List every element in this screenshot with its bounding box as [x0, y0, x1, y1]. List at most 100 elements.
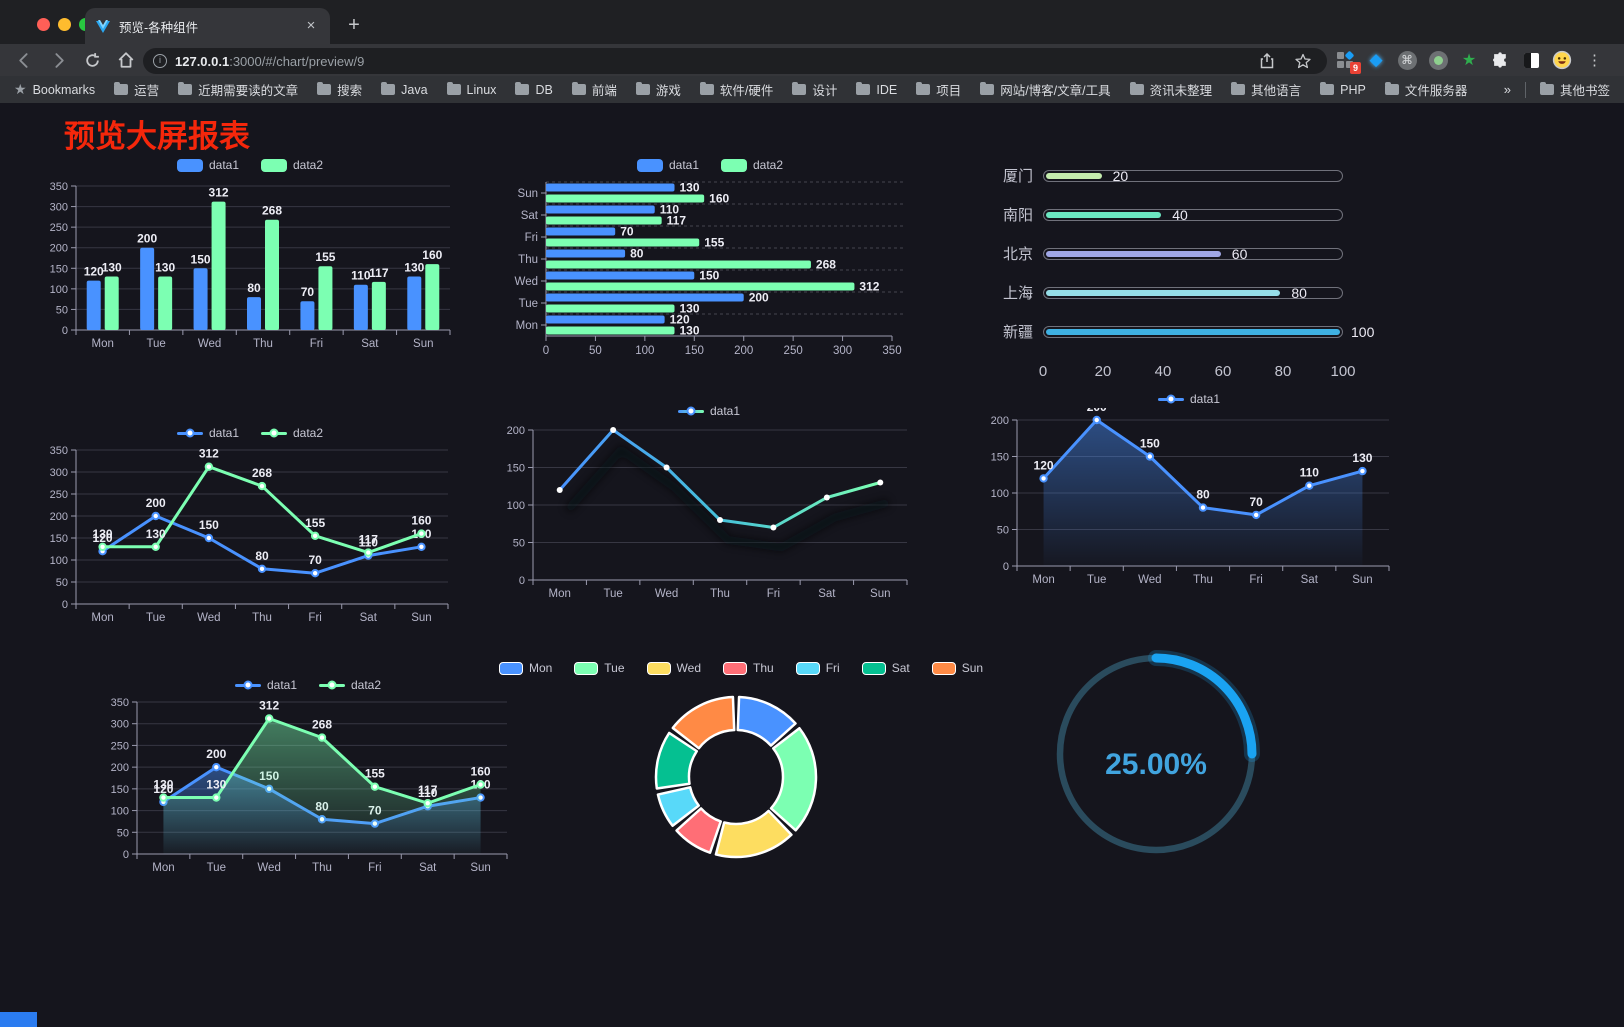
bookmarks-manager[interactable]: ★ Bookmarks	[14, 81, 96, 97]
legend-item[interactable]: data2	[261, 426, 323, 440]
bookmark-folder[interactable]: 游戏	[635, 80, 681, 99]
legend-item[interactable]: Thu	[723, 661, 774, 675]
bookmark-folder[interactable]: 项目	[916, 80, 961, 99]
svg-text:Mon: Mon	[1032, 574, 1054, 586]
svg-text:268: 268	[312, 718, 332, 732]
close-window-button[interactable]	[37, 18, 50, 31]
extension-sidepanel-icon[interactable]	[1521, 50, 1541, 70]
tab-close-icon[interactable]: ×	[306, 17, 316, 34]
legend-item[interactable]: data1	[636, 158, 699, 172]
svg-text:150: 150	[111, 784, 129, 796]
bookmark-folder[interactable]: 其他语言	[1231, 80, 1301, 99]
extension-record-icon[interactable]	[1428, 50, 1448, 70]
svg-text:155: 155	[305, 516, 325, 530]
donut-slice-Sat[interactable]	[654, 731, 698, 790]
svg-text:Sat: Sat	[1301, 574, 1319, 586]
svg-text:155: 155	[365, 767, 385, 781]
bookmark-folder[interactable]: 搜索	[317, 80, 362, 99]
legend-item[interactable]: data1	[176, 426, 239, 440]
progress-row: 上海 80	[985, 273, 1410, 312]
bookmark-folder[interactable]: 文件服务器	[1384, 80, 1467, 99]
folder-icon	[446, 82, 461, 95]
reload-icon[interactable]	[82, 50, 102, 70]
tab-bar: 预览-各种组件 × +	[0, 0, 1624, 44]
bookmark-folder[interactable]: 运营	[114, 80, 159, 99]
svg-text:300: 300	[833, 345, 852, 357]
legend-item[interactable]: data1	[176, 158, 239, 172]
svg-text:100: 100	[50, 555, 68, 567]
svg-text:155: 155	[315, 250, 335, 264]
svg-text:Mon: Mon	[91, 612, 113, 624]
chart-legend: data1 data2	[40, 424, 460, 442]
bookmark-folder[interactable]: 前端	[571, 80, 617, 99]
legend-marker	[1157, 394, 1184, 404]
bookmark-folder[interactable]: 设计	[792, 80, 837, 99]
legend-item[interactable]: Wed	[646, 661, 701, 675]
profile-avatar[interactable]	[1552, 50, 1572, 70]
chart-line-gradient: data1 0 50 100 150 200 Mon Tue Wed Thu Fri Sat Sun	[493, 396, 925, 614]
new-tab-button[interactable]: +	[348, 14, 360, 36]
svg-text:150: 150	[699, 269, 719, 283]
svg-text:350: 350	[50, 181, 68, 193]
legend-item[interactable]: data1	[234, 678, 297, 692]
bookmark-star-icon[interactable]	[1293, 51, 1313, 71]
svg-text:80: 80	[630, 247, 644, 261]
svg-text:Tue: Tue	[603, 588, 622, 600]
svg-text:80: 80	[247, 281, 261, 295]
svg-text:Thu: Thu	[1193, 574, 1213, 586]
extension-diamond-icon[interactable]: ◆	[1369, 50, 1383, 69]
browser-menu-icon[interactable]: ⋮	[1587, 52, 1602, 69]
svg-text:200: 200	[50, 511, 68, 523]
chart-canvas: 0 50 100 150 200 Mon Tue Wed Thu Fri Sat Sun	[507, 425, 908, 600]
browser-tab[interactable]: 预览-各种组件 ×	[85, 8, 330, 44]
other-bookmarks-folder[interactable]: 其他书签	[1539, 80, 1610, 99]
extensions-puzzle-icon[interactable]	[1490, 50, 1510, 70]
folder-icon	[699, 82, 714, 95]
bookmark-folder[interactable]: DB	[515, 80, 553, 99]
legend-item[interactable]: data1	[1157, 392, 1220, 406]
minimize-window-button[interactable]	[58, 18, 71, 31]
extension-command-icon[interactable]: ⌘	[1397, 50, 1417, 70]
svg-text:130: 130	[680, 181, 700, 195]
extension-star-icon[interactable]: ★	[1461, 52, 1477, 69]
progress-row: 北京 60	[985, 234, 1410, 273]
legend-item[interactable]: data2	[261, 158, 323, 172]
donut-slice-Thu[interactable]	[675, 807, 722, 854]
donut-slice-Mon[interactable]	[736, 695, 797, 747]
svg-text:160: 160	[411, 514, 431, 528]
share-icon[interactable]	[1257, 51, 1277, 71]
legend-item[interactable]: Sat	[861, 661, 910, 675]
extension-grid-icon[interactable]: 9	[1335, 50, 1361, 74]
donut-slice-Sun[interactable]	[671, 695, 736, 750]
svg-text:120: 120	[1034, 458, 1054, 472]
bookmark-folder[interactable]: 资讯未整理	[1129, 80, 1212, 99]
url-bar[interactable]: i 127.0.0.1:3000/#/chart/preview/9	[143, 48, 1327, 74]
page-info-icon[interactable]: i	[153, 54, 167, 68]
legend-item[interactable]: Fri	[795, 661, 840, 675]
legend-item[interactable]: data1	[677, 404, 740, 418]
bookmarks-overflow-icon[interactable]: »	[1503, 82, 1511, 97]
svg-text:Sun: Sun	[470, 862, 490, 874]
bookmark-folder[interactable]: Linux	[446, 80, 496, 99]
bookmark-folder[interactable]: PHP	[1320, 80, 1366, 99]
legend-item[interactable]: data2	[319, 678, 381, 692]
svg-text:Tue: Tue	[146, 612, 165, 624]
forward-icon[interactable]	[48, 50, 68, 70]
donut-slice-Tue[interactable]	[769, 726, 818, 832]
bookmark-folder[interactable]: 网站/博客/文章/工具	[980, 80, 1111, 99]
legend-item[interactable]: Sun	[931, 661, 983, 675]
legend-item[interactable]: Tue	[574, 661, 625, 675]
bookmark-folder[interactable]: IDE	[856, 80, 897, 99]
bookmark-folder[interactable]: Java	[381, 80, 428, 99]
legend-item[interactable]: data2	[721, 158, 783, 172]
home-icon[interactable]	[116, 50, 136, 70]
bookmark-folder[interactable]: 软件/硬件	[699, 80, 773, 99]
svg-text:Fri: Fri	[308, 612, 321, 624]
back-icon[interactable]	[14, 50, 34, 70]
legend-item[interactable]: Mon	[498, 661, 552, 675]
donut-slice-Wed[interactable]	[714, 809, 793, 859]
svg-text:Thu: Thu	[312, 862, 332, 874]
bookmark-folder[interactable]: 近期需要读的文章	[178, 80, 298, 99]
donut-slice-Fri[interactable]	[656, 786, 700, 828]
